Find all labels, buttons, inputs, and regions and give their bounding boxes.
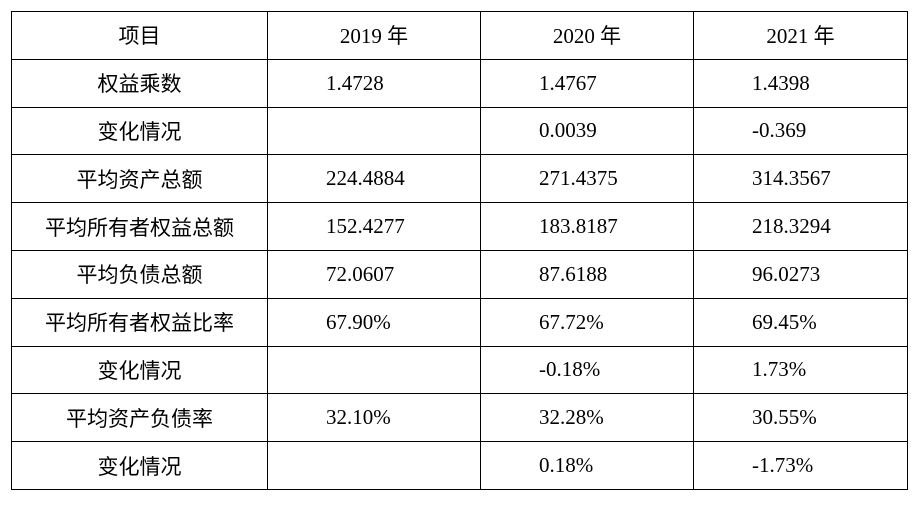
table-row: 变化情况 0.0039 -0.369 bbox=[11, 106, 908, 156]
table-row: 平均负债总额 72.0607 87.6188 96.0273 bbox=[11, 249, 908, 299]
row-label: 平均资产总额 bbox=[11, 154, 268, 204]
row-label: 平均负债总额 bbox=[11, 249, 268, 299]
cell-2019: 1.4728 bbox=[267, 58, 481, 108]
row-label: 平均所有者权益总额 bbox=[11, 202, 268, 251]
cell-2021: -0.369 bbox=[693, 106, 908, 156]
cell-2021: -1.73% bbox=[693, 441, 908, 490]
row-label: 平均资产负债率 bbox=[11, 393, 268, 443]
row-label: 变化情况 bbox=[11, 441, 268, 490]
cell-2020: 0.0039 bbox=[480, 106, 694, 156]
row-label: 平均所有者权益比率 bbox=[11, 297, 268, 347]
cell-2020: 0.18% bbox=[480, 441, 694, 490]
row-label: 变化情况 bbox=[11, 106, 268, 156]
table-row: 平均资产负债率 32.10% 32.28% 30.55% bbox=[11, 393, 908, 443]
table-row: 平均所有者权益比率 67.90% 67.72% 69.45% bbox=[11, 297, 908, 347]
row-label: 权益乘数 bbox=[11, 58, 268, 108]
row-label: 变化情况 bbox=[11, 345, 268, 395]
cell-2021: 314.3567 bbox=[693, 154, 908, 204]
cell-2020: 32.28% bbox=[480, 393, 694, 443]
table-header-row: 项目 2019 年 2020 年 2021 年 bbox=[11, 11, 908, 60]
cell-2019: 32.10% bbox=[267, 393, 481, 443]
cell-2020: 271.4375 bbox=[480, 154, 694, 204]
cell-2019: 72.0607 bbox=[267, 249, 481, 299]
table-row: 变化情况 0.18% -1.73% bbox=[11, 441, 908, 490]
cell-2019: 224.4884 bbox=[267, 154, 481, 204]
cell-2020: 1.4767 bbox=[480, 58, 694, 108]
table-row: 平均资产总额 224.4884 271.4375 314.3567 bbox=[11, 154, 908, 204]
cell-2021: 1.4398 bbox=[693, 58, 908, 108]
cell-2019 bbox=[267, 345, 481, 395]
cell-2020: 183.8187 bbox=[480, 202, 694, 251]
header-2019: 2019 年 bbox=[267, 11, 481, 60]
cell-2019 bbox=[267, 106, 481, 156]
cell-2019 bbox=[267, 441, 481, 490]
table-row: 权益乘数 1.4728 1.4767 1.4398 bbox=[11, 58, 908, 108]
header-2020: 2020 年 bbox=[480, 11, 694, 60]
cell-2021: 30.55% bbox=[693, 393, 908, 443]
cell-2021: 218.3294 bbox=[693, 202, 908, 251]
cell-2020: -0.18% bbox=[480, 345, 694, 395]
financial-ratio-table: 项目 2019 年 2020 年 2021 年 权益乘数 1.4728 1.47… bbox=[11, 11, 908, 490]
cell-2021: 69.45% bbox=[693, 297, 908, 347]
cell-2019: 152.4277 bbox=[267, 202, 481, 251]
header-2021: 2021 年 bbox=[693, 11, 908, 60]
table-row: 变化情况 -0.18% 1.73% bbox=[11, 345, 908, 395]
cell-2021: 1.73% bbox=[693, 345, 908, 395]
cell-2019: 67.90% bbox=[267, 297, 481, 347]
cell-2020: 87.6188 bbox=[480, 249, 694, 299]
table-row: 平均所有者权益总额 152.4277 183.8187 218.3294 bbox=[11, 202, 908, 251]
header-item: 项目 bbox=[11, 11, 268, 60]
cell-2020: 67.72% bbox=[480, 297, 694, 347]
cell-2021: 96.0273 bbox=[693, 249, 908, 299]
